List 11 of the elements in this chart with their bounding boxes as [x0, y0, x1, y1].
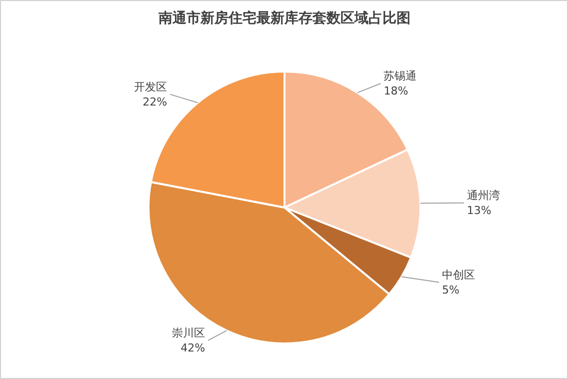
chart-title: 南通市新房住宅最新库存套数区域占比图: [158, 10, 410, 26]
data-label: 18%: [384, 84, 408, 98]
slice-label: 中创区: [442, 268, 476, 282]
slice-label: 通州湾: [466, 188, 500, 202]
data-label: 42%: [180, 341, 206, 354]
slice-label: 开发区: [134, 80, 168, 94]
slice-label: 苏锡通: [384, 69, 417, 82]
data-label: 13%: [466, 204, 492, 217]
slice-label: 崇川区: [172, 326, 206, 340]
data-label: 5%: [442, 283, 460, 296]
data-label: 22%: [142, 95, 168, 108]
